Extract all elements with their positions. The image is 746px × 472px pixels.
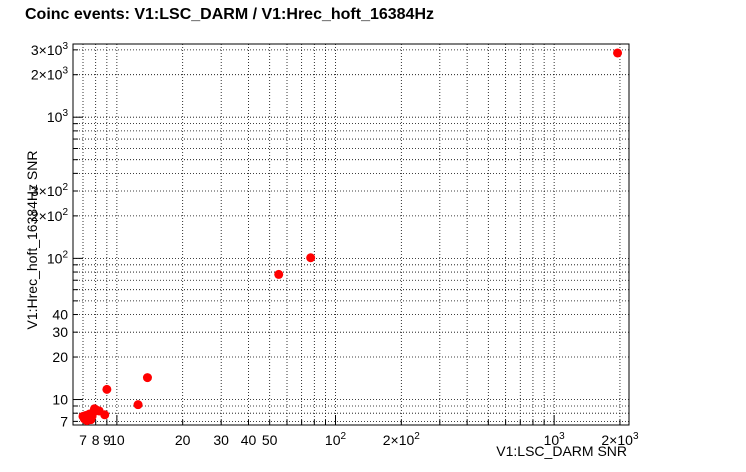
data-point xyxy=(142,373,152,383)
x-axis-label: V1:LSC_DARM SNR xyxy=(496,443,627,459)
chart-title: Coinc events: V1:LSC_DARM / V1:Hrec_hoft… xyxy=(25,6,435,23)
x-tick-label: 7 xyxy=(79,432,87,448)
plot-frame xyxy=(72,43,630,426)
x-tick-label: 102 xyxy=(325,431,347,448)
data-point xyxy=(613,48,623,58)
y-tick-label: 30 xyxy=(52,324,68,340)
x-tick-label: 2×102 xyxy=(383,431,421,448)
y-tick-label: 20 xyxy=(52,349,68,365)
x-tick-label: 8 xyxy=(92,432,100,448)
axis-ticks: 7 8 910 20 30 40 50 102 2×102 103 2×10371020304010… xyxy=(31,41,639,448)
x-tick-label: 30 xyxy=(213,432,229,448)
data-point xyxy=(133,400,143,410)
y-tick-label: 10 xyxy=(52,392,68,408)
y-axis-label: V1:Hrec_hoft_16384Hz SNR xyxy=(24,151,40,330)
x-tick-label: 20 xyxy=(175,432,191,448)
x-tick-label: 103 xyxy=(544,431,566,448)
data-point xyxy=(306,253,316,263)
y-tick-label: 102 xyxy=(47,249,69,266)
data-point xyxy=(102,384,112,394)
y-tick-label: 2×103 xyxy=(31,66,69,83)
y-tick-label: 103 xyxy=(47,108,69,125)
y-tick-label: 3×102 xyxy=(31,182,69,199)
x-tick-label: 2×103 xyxy=(601,431,639,448)
y-tick-label: 3×103 xyxy=(31,41,69,58)
y-tick-label: 2×102 xyxy=(31,207,69,224)
data-points xyxy=(78,48,623,426)
y-tick-label: 40 xyxy=(52,307,68,323)
data-point xyxy=(100,410,110,420)
x-tick-label: 50 xyxy=(262,432,278,448)
x-tick-label: 10 xyxy=(109,432,125,448)
y-tick-label: 7 xyxy=(60,413,68,429)
grid-lines xyxy=(73,44,629,425)
x-tick-label: 9 xyxy=(103,432,111,448)
x-tick-label: 40 xyxy=(241,432,257,448)
data-point xyxy=(274,269,284,279)
